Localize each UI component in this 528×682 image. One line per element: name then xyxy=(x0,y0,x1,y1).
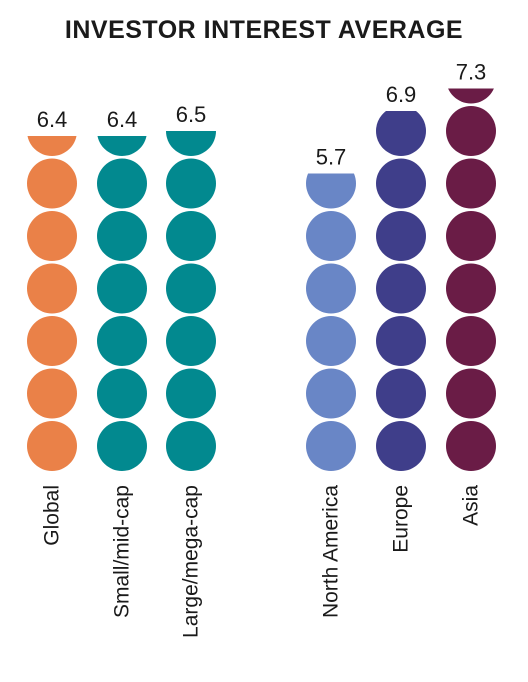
partial-unit-circle xyxy=(27,136,77,156)
unit-circle xyxy=(27,158,77,209)
unit-circle xyxy=(306,316,356,366)
unit-circle xyxy=(446,106,496,156)
category-label: Europe xyxy=(390,485,413,553)
unit-circle xyxy=(27,263,77,314)
unit-circle xyxy=(97,158,147,209)
unit-circle xyxy=(27,316,77,366)
unit-circle xyxy=(97,316,147,366)
unit-circle xyxy=(446,368,496,419)
column-asia: 7.3 Asia xyxy=(446,60,496,526)
unit-circle xyxy=(376,316,426,366)
unit-circle xyxy=(376,263,426,314)
column-small-mid-cap: 6.4 Small/mid-cap xyxy=(97,107,147,618)
value-label: 7.3 xyxy=(456,60,487,85)
value-label: 6.4 xyxy=(37,107,68,132)
unit-circle xyxy=(97,421,147,471)
unit-circle xyxy=(166,263,216,314)
value-label: 5.7 xyxy=(316,145,347,170)
unit-circle xyxy=(166,316,216,366)
category-label: Asia xyxy=(460,485,483,526)
partial-unit-circle xyxy=(97,136,147,156)
column-large-mega-cap: 6.5 Large/mega-cap xyxy=(166,102,216,638)
unit-circle xyxy=(97,263,147,314)
unit-circle xyxy=(376,421,426,471)
value-label: 6.5 xyxy=(176,102,207,127)
unit-circle xyxy=(27,368,77,419)
category-label: North America xyxy=(320,485,343,618)
unit-circle xyxy=(166,368,216,419)
unit-circle xyxy=(446,316,496,366)
unit-circle xyxy=(306,211,356,261)
category-label: Small/mid-cap xyxy=(111,485,134,618)
unit-circle xyxy=(376,158,426,209)
column-north-america: 5.7 North America xyxy=(306,145,356,618)
partial-unit-circle xyxy=(306,173,356,209)
column-europe: 6.9 Europe xyxy=(376,82,426,553)
partial-unit-circle xyxy=(166,131,216,156)
value-label: 6.4 xyxy=(107,107,138,132)
column-global: 6.4 Global xyxy=(27,107,77,546)
unit-circle xyxy=(97,211,147,261)
category-label: Global xyxy=(41,485,64,546)
unit-circle xyxy=(166,158,216,209)
chart-title: INVESTOR INTEREST AVERAGE xyxy=(64,16,464,44)
unit-circle xyxy=(306,263,356,314)
unit-circle xyxy=(306,421,356,471)
unit-circle xyxy=(376,211,426,261)
unit-circle xyxy=(27,421,77,471)
unit-circle xyxy=(446,421,496,471)
pictogram-columns: 6.4 Global 6.4 Small/mid-cap 6.5 Large/mega-c… xyxy=(27,60,496,638)
unit-circle xyxy=(446,158,496,209)
partial-unit-circle xyxy=(448,88,494,104)
unit-circle xyxy=(306,368,356,419)
unit-circle xyxy=(446,263,496,314)
unit-circle xyxy=(376,368,426,419)
unit-circle xyxy=(166,211,216,261)
value-label: 6.9 xyxy=(386,82,417,107)
unit-circle xyxy=(27,211,77,261)
category-label: Large/mega-cap xyxy=(180,485,203,638)
unit-circle xyxy=(97,368,147,419)
unit-circle xyxy=(166,421,216,471)
partial-unit-circle xyxy=(376,111,426,156)
unit-circle xyxy=(446,211,496,261)
